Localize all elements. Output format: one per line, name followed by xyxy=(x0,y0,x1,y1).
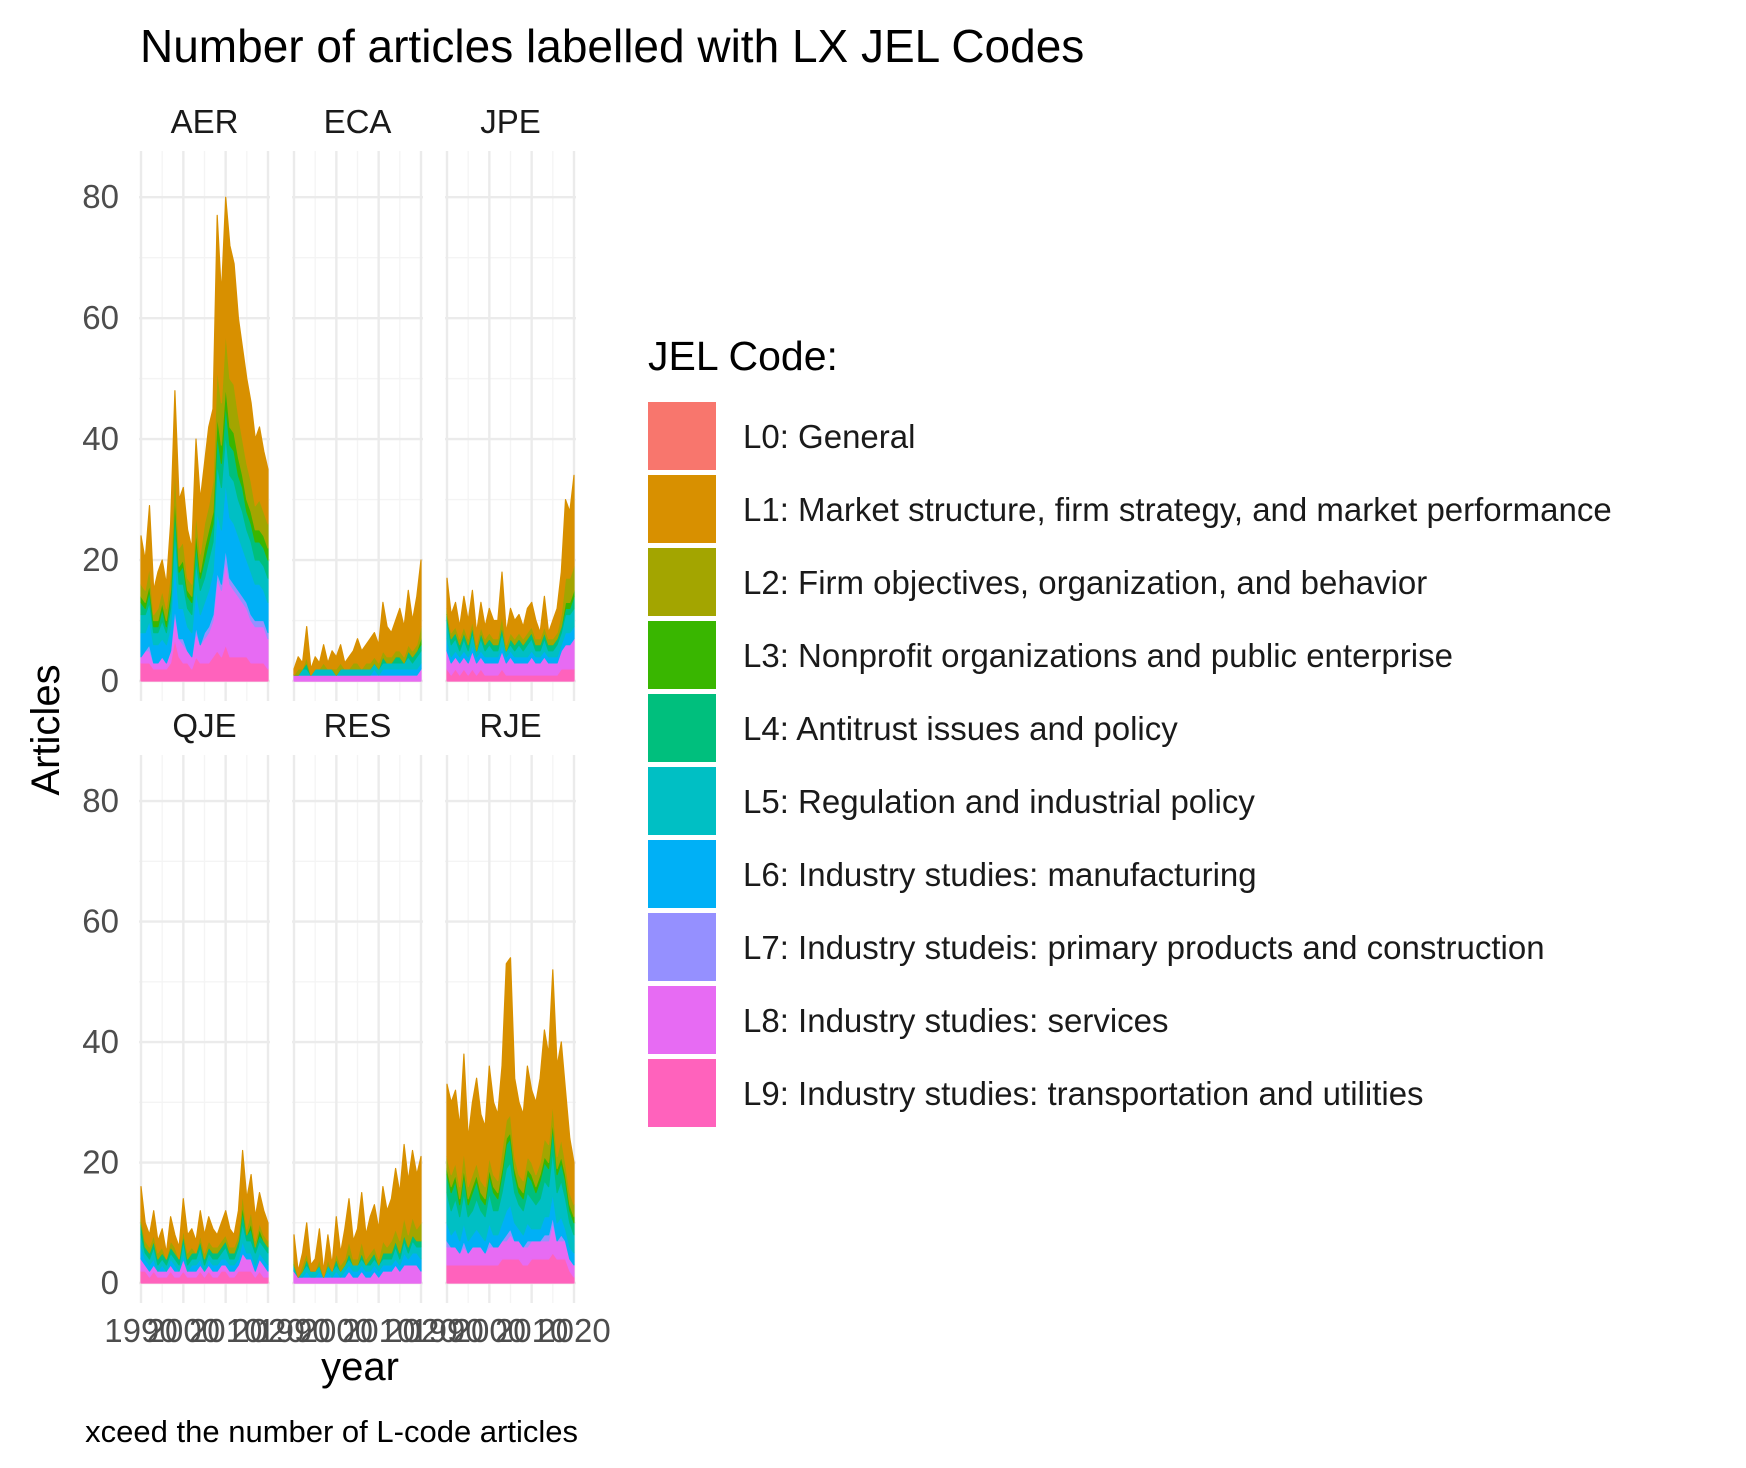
y-tick-label: 20 xyxy=(82,541,119,578)
panel-grid xyxy=(292,755,423,1303)
strip-label: RES xyxy=(324,707,392,744)
legend-swatch xyxy=(648,475,716,543)
legend-swatch xyxy=(648,402,716,470)
area-l1 xyxy=(140,196,269,616)
y-tick-label: 60 xyxy=(82,903,119,940)
strip-label: ECA xyxy=(324,103,392,140)
y-tick-label: 0 xyxy=(101,662,119,699)
legend-item: L7: Industry studeis: primary products a… xyxy=(648,913,1545,981)
area-l1 xyxy=(140,1149,269,1260)
panel-grid xyxy=(445,151,576,701)
y-tick-label: 20 xyxy=(82,1144,119,1181)
x-tick-label: 1990 xyxy=(257,1312,330,1349)
chart-title: Number of articles labelled with LX JEL … xyxy=(140,20,1084,72)
area-l1 xyxy=(293,559,422,676)
stacked-areas xyxy=(446,957,575,1284)
panel-jpe: JPE xyxy=(445,103,576,701)
legend-swatch xyxy=(648,621,716,689)
x-tick-label: 1990 xyxy=(104,1312,177,1349)
x-tick-label: 2010 xyxy=(189,1312,262,1349)
legend-swatch xyxy=(648,548,716,616)
x-tick-label: 2020 xyxy=(384,1312,457,1349)
legend-swatch xyxy=(648,840,716,908)
stacked-areas xyxy=(140,1149,269,1284)
stacked-areas xyxy=(140,196,269,682)
area-l1 xyxy=(293,1143,422,1278)
y-tick-label: 80 xyxy=(82,782,119,819)
panel-aer: AER 0 20 40 60 80 xyxy=(82,103,270,701)
x-tick-label: 2000 xyxy=(453,1312,526,1349)
y-tick-label: 60 xyxy=(82,299,119,336)
y-tick-label: 80 xyxy=(82,178,119,215)
x-tick-label: 2020 xyxy=(231,1312,304,1349)
area-l1 xyxy=(446,957,575,1206)
legend-swatch xyxy=(648,1059,716,1127)
legend: JEL Code: L0: General L1: Market structur… xyxy=(648,333,1612,1127)
legend-swatch xyxy=(648,986,716,1054)
stacked-areas xyxy=(293,1143,422,1284)
legend-item: L6: Industry studies: manufacturing xyxy=(648,840,1257,908)
legend-label: L5: Regulation and industrial policy xyxy=(743,783,1255,820)
legend-label: L4: Antitrust issues and policy xyxy=(743,710,1178,747)
legend-swatch xyxy=(648,767,716,835)
strip-label: JPE xyxy=(480,103,541,140)
stacked-areas xyxy=(293,559,422,682)
y-axis-title: Articles xyxy=(24,664,68,795)
x-tick-label: 2000 xyxy=(147,1312,220,1349)
legend-item: L9: Industry studies: transportation and… xyxy=(648,1059,1424,1127)
legend-item: L1: Market structure, firm strategy, and… xyxy=(648,475,1612,543)
panel-grid xyxy=(292,151,423,701)
legend-swatch xyxy=(648,913,716,981)
legend-label: L6: Industry studies: manufacturing xyxy=(743,856,1257,893)
legend-item: L8: Industry studies: services xyxy=(648,986,1169,1054)
legend-label: L7: Industry studeis: primary products a… xyxy=(743,929,1545,966)
legend-label: L1: Market structure, firm strategy, and… xyxy=(743,491,1612,528)
legend-label: L2: Firm objectives, organization, and b… xyxy=(743,564,1427,601)
strip-label: QJE xyxy=(172,707,236,744)
panel-eca: ECA xyxy=(292,103,423,701)
legend-title: JEL Code: xyxy=(648,333,838,379)
x-tick-label: 2010 xyxy=(342,1312,415,1349)
panel-grid xyxy=(139,755,270,1303)
legend-item: L3: Nonprofit organizations and public e… xyxy=(648,621,1453,689)
legend-item: L5: Regulation and industrial policy xyxy=(648,767,1255,835)
x-tick-label: 2010 xyxy=(495,1312,568,1349)
x-tick-label: 2000 xyxy=(300,1312,373,1349)
y-tick-label: 40 xyxy=(82,1023,119,1060)
y-tick-label: 0 xyxy=(101,1264,119,1301)
legend-item: L0: General xyxy=(648,402,915,470)
legend-label: L0: General xyxy=(743,418,915,455)
legend-item: L2: Firm objectives, organization, and b… xyxy=(648,548,1427,616)
legend-label: L8: Industry studies: services xyxy=(743,1002,1169,1039)
x-axis-title: year xyxy=(321,1345,399,1389)
legend-label: L9: Industry studies: transportation and… xyxy=(743,1075,1424,1112)
strip-label: RJE xyxy=(479,707,541,744)
x-tick-label: 2020 xyxy=(537,1312,610,1349)
chart-caption: xceed the number of L-code articles xyxy=(85,1414,578,1449)
legend-swatch xyxy=(648,694,716,762)
strip-label: AER xyxy=(171,103,239,140)
x-tick-label: 1990 xyxy=(410,1312,483,1349)
y-tick-label: 40 xyxy=(82,420,119,457)
legend-item: L4: Antitrust issues and policy xyxy=(648,694,1178,762)
legend-label: L3: Nonprofit organizations and public e… xyxy=(743,637,1453,674)
area-l1 xyxy=(446,474,575,646)
stacked-areas xyxy=(446,474,575,682)
